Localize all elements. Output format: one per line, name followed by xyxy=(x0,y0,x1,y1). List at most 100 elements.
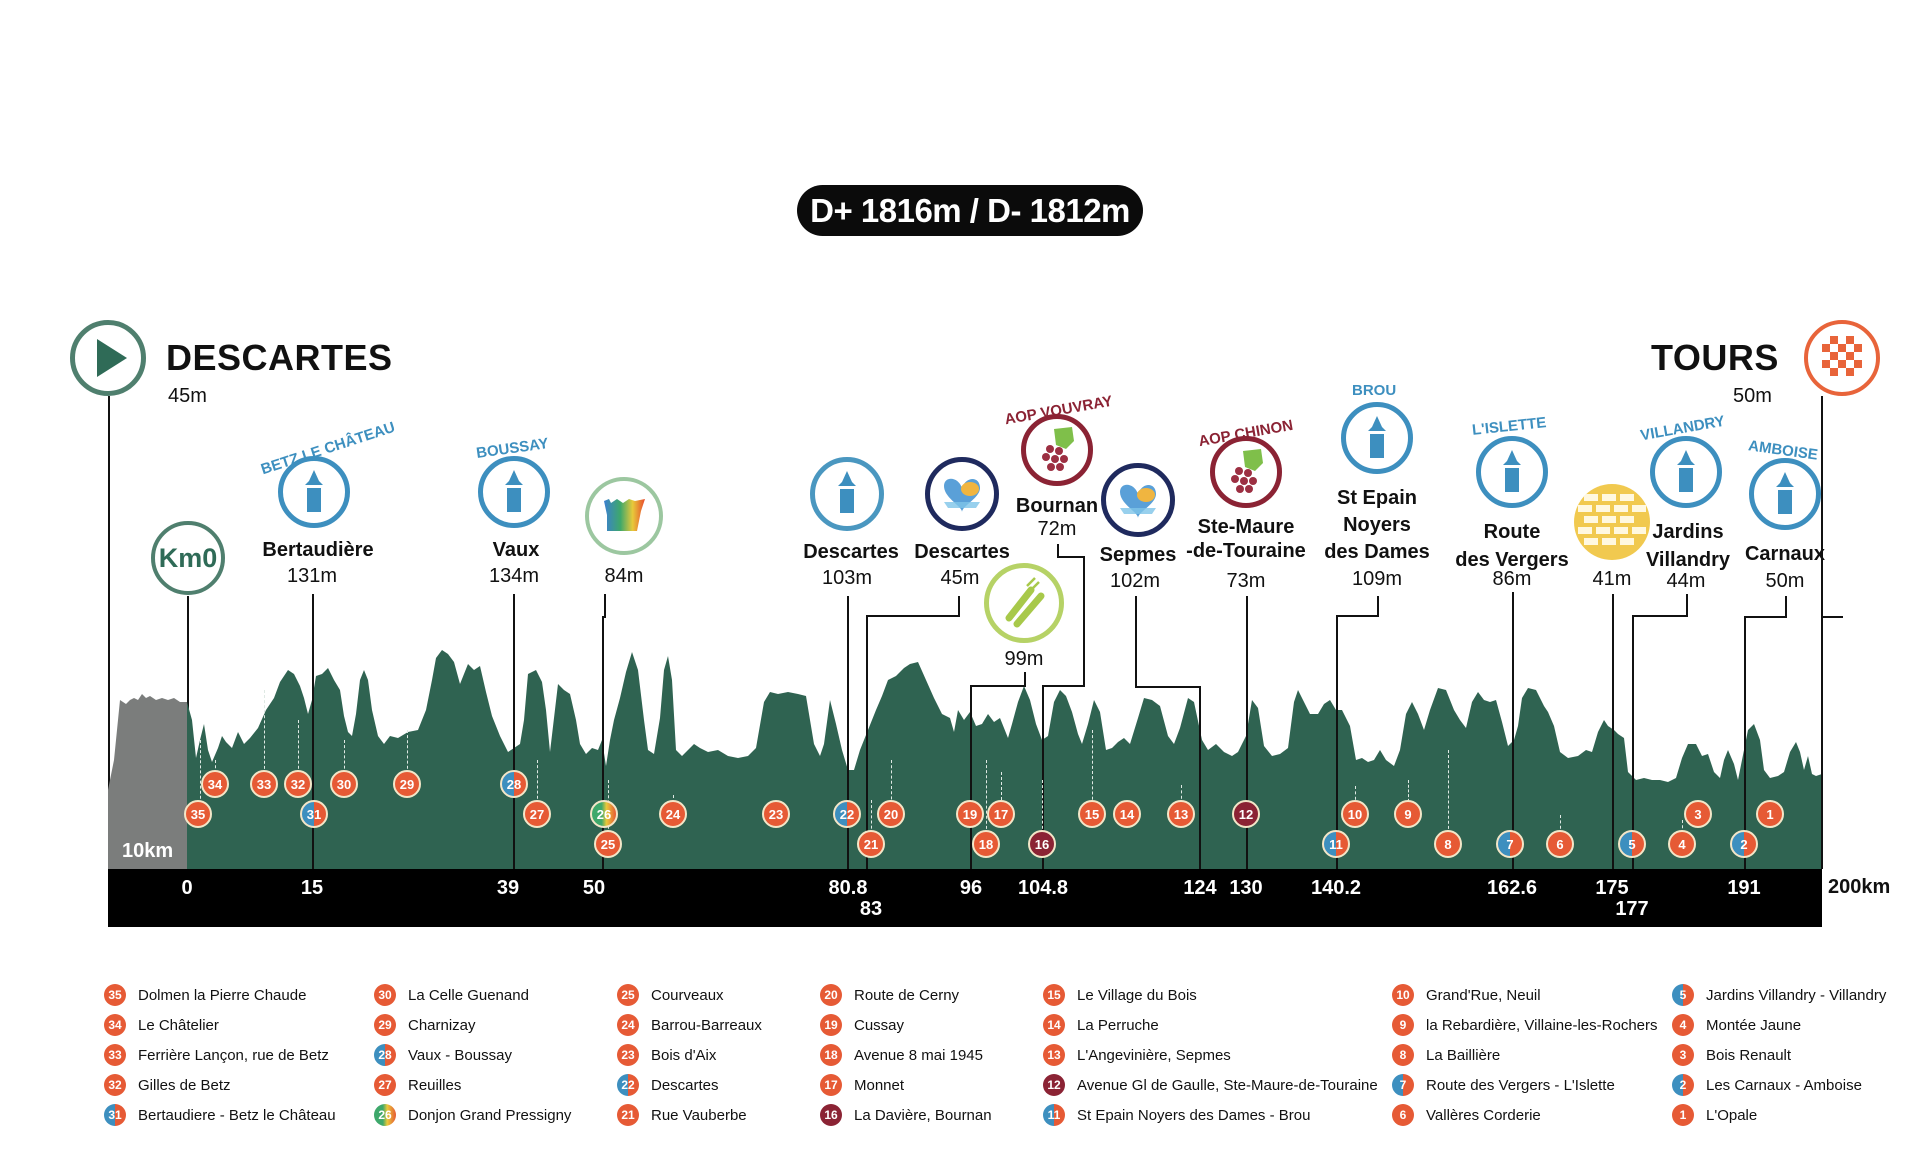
sprint-badge-15[interactable]: 15 xyxy=(1078,800,1106,828)
sprint-badge-11[interactable]: 11 xyxy=(1322,830,1350,858)
legend-badge: 13 xyxy=(1043,1044,1065,1066)
legend-badge: 14 xyxy=(1043,1014,1065,1036)
poi-altitude: 109m xyxy=(1351,568,1403,590)
poi-altitude: 103m xyxy=(821,567,873,589)
sprint-badge-18[interactable]: 18 xyxy=(972,830,1000,858)
poi-name-line: Villandry xyxy=(1645,549,1731,571)
sprint-badge-2[interactable]: 2 xyxy=(1730,830,1758,858)
sprint-badge-8[interactable]: 8 xyxy=(1434,830,1462,858)
village-tower-icon xyxy=(810,457,884,531)
legend-label: Courveaux xyxy=(651,986,724,1004)
legend-item: 21 Rue Vauberbe xyxy=(617,1100,762,1130)
sprint-badge-19[interactable]: 19 xyxy=(956,800,984,828)
legend-item: 35 Dolmen la Pierre Chaude xyxy=(104,980,336,1010)
poi-line-191a xyxy=(1785,596,1787,618)
sprint-badge-1[interactable]: 1 xyxy=(1756,800,1784,828)
sprint-badge-34[interactable]: 34 xyxy=(201,770,229,798)
finish-drop xyxy=(1821,616,1823,869)
sprint-badge-9[interactable]: 9 xyxy=(1394,800,1422,828)
legend-label: La Baillière xyxy=(1426,1046,1501,1064)
poi-line-140-2 xyxy=(1336,615,1338,869)
sprint-badge-32[interactable]: 32 xyxy=(284,770,312,798)
sprint-badge-23[interactable]: 23 xyxy=(762,800,790,828)
sprint-badge-25[interactable]: 25 xyxy=(594,830,622,858)
poi-name-line: Route xyxy=(1483,521,1541,543)
poi-connector-124 xyxy=(1135,686,1201,688)
legend-label: Vallères Corderie xyxy=(1426,1106,1541,1124)
legend-item: 33 Ferrière Lançon, rue de Betz xyxy=(104,1040,336,1070)
legend-badge: 9 xyxy=(1392,1014,1414,1036)
fork-knife-icon xyxy=(984,563,1064,643)
legend-label: Montée Jaune xyxy=(1706,1016,1802,1034)
legend-badge: 4 xyxy=(1672,1014,1694,1036)
poi-name-line: -de-Touraine xyxy=(1186,540,1306,562)
sprint-badge-35[interactable]: 35 xyxy=(184,800,212,828)
axis-tick: 175 xyxy=(1595,877,1629,899)
poi-line-124a xyxy=(1135,596,1137,688)
sprint-badge-24[interactable]: 24 xyxy=(659,800,687,828)
legend-label: Avenue 8 mai 1945 xyxy=(854,1046,983,1064)
sprint-badge-27[interactable]: 27 xyxy=(523,800,551,828)
sprint-badge-21[interactable]: 21 xyxy=(857,830,885,858)
legend-label: Rue Vauberbe xyxy=(651,1106,747,1124)
poi-altitude: 134m xyxy=(488,565,540,587)
sprint-badge-28[interactable]: 28 xyxy=(500,770,528,798)
sprint-badge-29[interactable]: 29 xyxy=(393,770,421,798)
legend-badge: 18 xyxy=(820,1044,842,1066)
legend-item: 7 Route des Vergers - L'Islette xyxy=(1392,1070,1658,1100)
poi-line-191 xyxy=(1744,616,1746,869)
legend-badge: 24 xyxy=(617,1014,639,1036)
legend-badge: 12 xyxy=(1043,1074,1065,1096)
grapes-icon xyxy=(1021,414,1093,486)
heart-tourism-icon xyxy=(1101,463,1175,537)
finish-connector xyxy=(1821,616,1843,618)
sprint-badge-17[interactable]: 17 xyxy=(987,800,1015,828)
sprint-badge-26[interactable]: 26 xyxy=(590,800,618,828)
legend-item: 34 Le Châtelier xyxy=(104,1010,336,1040)
badge-leader xyxy=(871,800,872,844)
legend-item: 26 Donjon Grand Pressigny xyxy=(374,1100,571,1130)
axis-tick: 124 xyxy=(1183,877,1217,899)
sprint-badge-12[interactable]: 12 xyxy=(1232,800,1260,828)
sprint-badge-4[interactable]: 4 xyxy=(1668,830,1696,858)
poi-name: Bertaudière xyxy=(262,539,374,561)
poi-name: Carnaux xyxy=(1744,543,1826,565)
sprint-badge-3[interactable]: 3 xyxy=(1684,800,1712,828)
poi-name: Route des Vergers xyxy=(1455,518,1568,574)
poi-line-104-8a xyxy=(1057,544,1059,558)
sprint-badge-16[interactable]: 16 xyxy=(1028,830,1056,858)
poi-connector-177 xyxy=(1632,615,1688,617)
legend-badge: 17 xyxy=(820,1074,842,1096)
poi-altitude: 44m xyxy=(1666,570,1706,592)
legend-badge: 26 xyxy=(374,1104,396,1126)
legend-badge: 1 xyxy=(1672,1104,1694,1126)
sprint-badge-5[interactable]: 5 xyxy=(1618,830,1646,858)
legend-badge: 32 xyxy=(104,1074,126,1096)
sprint-badge-13[interactable]: 13 xyxy=(1167,800,1195,828)
legend-label: L'Angevinière, Sepmes xyxy=(1077,1046,1231,1064)
legend-label: Gilles de Betz xyxy=(138,1076,231,1094)
badge-leader xyxy=(1001,772,1002,815)
legend-badge: 2 xyxy=(1672,1074,1694,1096)
sprint-badge-6[interactable]: 6 xyxy=(1546,830,1574,858)
start-city-altitude: 45m xyxy=(168,385,207,407)
legend-label: La Perruche xyxy=(1077,1016,1159,1034)
sprint-badge-10[interactable]: 10 xyxy=(1341,800,1369,828)
poi-connector-50 xyxy=(602,616,606,618)
legend-item: 15 Le Village du Bois xyxy=(1043,980,1378,1010)
legend-badge: 35 xyxy=(104,984,126,1006)
sprint-badge-7[interactable]: 7 xyxy=(1496,830,1524,858)
legend-label: Ferrière Lançon, rue de Betz xyxy=(138,1046,329,1064)
sprint-badge-14[interactable]: 14 xyxy=(1113,800,1141,828)
finish-city-name: TOURS xyxy=(1651,337,1779,378)
sprint-badge-31[interactable]: 31 xyxy=(300,800,328,828)
legend-badge: 16 xyxy=(820,1104,842,1126)
legend-badge: 23 xyxy=(617,1044,639,1066)
sprint-badge-30[interactable]: 30 xyxy=(330,770,358,798)
sprint-badge-20[interactable]: 20 xyxy=(877,800,905,828)
sprint-badge-22[interactable]: 22 xyxy=(833,800,861,828)
sprint-badge-33[interactable]: 33 xyxy=(250,770,278,798)
badge-text-brou: BROU xyxy=(1352,382,1397,399)
badge-leader xyxy=(1408,780,1409,816)
legend-badge: 10 xyxy=(1392,984,1414,1006)
